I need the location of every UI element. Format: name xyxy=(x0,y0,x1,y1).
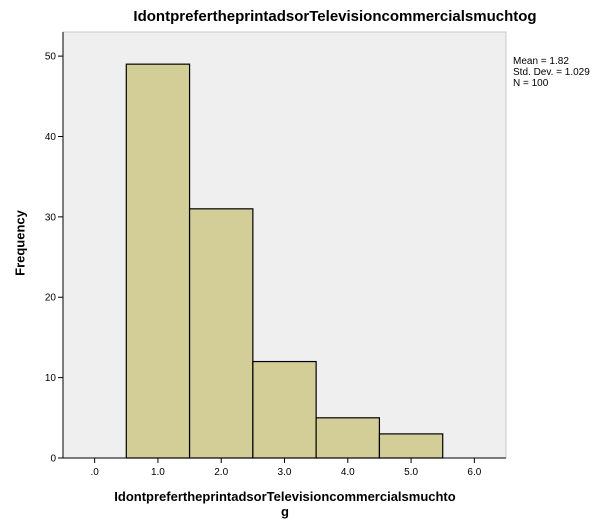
y-tick-label: 0 xyxy=(50,454,56,465)
x-tick-label: 3.0 xyxy=(278,467,292,478)
x-tick-label: 4.0 xyxy=(341,467,355,478)
y-axis-label: Frequency xyxy=(12,210,28,276)
y-tick-label: 20 xyxy=(45,293,57,304)
stats-box: Mean = 1.82 Std. Dev. = 1.029 N = 100 xyxy=(513,56,590,89)
x-tick-label: 2.0 xyxy=(214,467,228,478)
x-axis-label-line-1: IdontprefertheprintadsorTelevisioncommer… xyxy=(114,489,456,504)
histogram-bar-4 xyxy=(315,417,381,459)
histogram-bar-5 xyxy=(378,433,444,459)
y-tick-label: 50 xyxy=(45,52,57,63)
x-axis-label: IdontprefertheprintadsorTelevisioncommer… xyxy=(55,489,515,519)
x-tick-label: 5.0 xyxy=(404,467,418,478)
chart-title: IdontprefertheprintadsorTelevisioncommer… xyxy=(133,8,537,25)
x-tick-label: .0 xyxy=(90,467,99,478)
x-tick-label: 6.0 xyxy=(467,467,481,478)
stat-n: N = 100 xyxy=(513,78,549,89)
stat-std-dev: Std. Dev. = 1.029 xyxy=(513,67,590,78)
x-axis-label-line-2: g xyxy=(281,504,289,519)
y-tick-label: 10 xyxy=(45,373,57,384)
y-tick-label: 30 xyxy=(45,212,57,223)
stat-mean: Mean = 1.82 xyxy=(513,56,569,67)
x-tick-label: 1.0 xyxy=(151,467,165,478)
histogram-bar-3 xyxy=(252,360,317,459)
histogram-bar-2 xyxy=(188,208,254,459)
y-tick-label: 40 xyxy=(45,132,57,143)
histogram-bar-1 xyxy=(125,63,191,459)
